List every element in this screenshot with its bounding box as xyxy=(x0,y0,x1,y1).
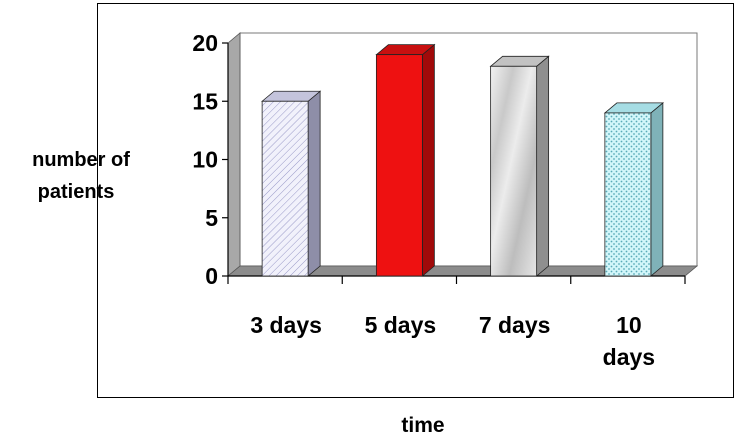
y-tick-label: 10 xyxy=(192,147,218,173)
x-tick-label: 5 days xyxy=(365,312,437,338)
side-wall xyxy=(227,32,241,277)
y-axis-label-line-2: patients xyxy=(38,181,115,203)
y-tick-label: 5 xyxy=(205,205,218,231)
bar-side xyxy=(536,55,550,277)
bar-front xyxy=(375,54,423,277)
bar-front xyxy=(490,65,538,277)
bars xyxy=(261,43,664,277)
plot-walls xyxy=(226,32,699,277)
y-tick-label: 15 xyxy=(192,88,218,114)
y-axis-label-line-1: number of xyxy=(32,149,130,171)
x-tick-label: 3 days xyxy=(250,312,322,338)
bar xyxy=(261,90,322,277)
bar-front xyxy=(604,112,652,277)
bar-front xyxy=(261,100,309,277)
x-tick-label: 10 xyxy=(616,312,642,338)
y-tick-label: 0 xyxy=(205,263,218,289)
bar xyxy=(603,102,664,277)
tick-labels: 0 5 10 15 20 3 days 5 days 7 days 10 days xyxy=(192,30,655,370)
y-tick-label: 20 xyxy=(192,30,218,56)
bar-side xyxy=(421,43,435,277)
bar-side xyxy=(307,90,321,277)
bar xyxy=(489,55,550,277)
bar-side xyxy=(650,102,664,277)
bar xyxy=(375,43,436,277)
x-tick-label: 7 days xyxy=(479,312,551,338)
x-tick-label: days xyxy=(603,344,655,370)
x-axis-label: time xyxy=(401,414,444,437)
